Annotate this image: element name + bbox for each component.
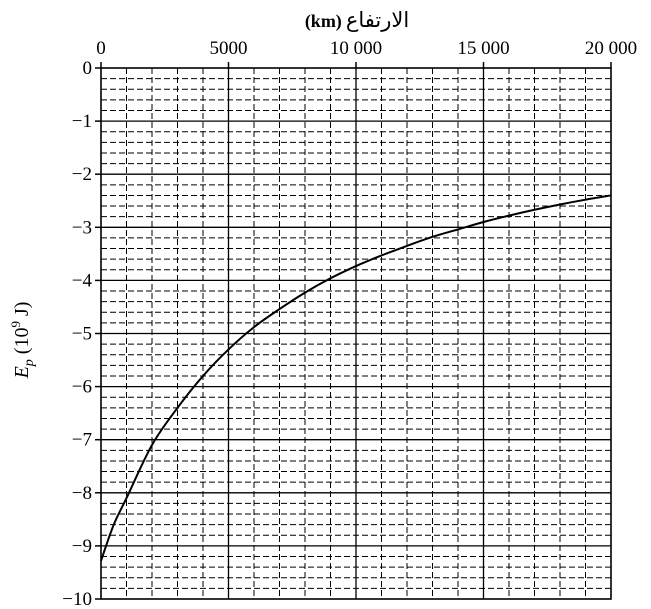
y-axis-subscript: p xyxy=(22,359,37,367)
x-tick-label: 10 000 xyxy=(330,38,382,59)
y-tick-label: −5 xyxy=(72,324,92,345)
y-axis-label: Ep (109 J) xyxy=(8,302,37,380)
x-axis-unit: (km) xyxy=(305,11,342,32)
y-tick-label: −9 xyxy=(72,536,92,557)
y-axis-unit-pre: (10 xyxy=(11,328,33,360)
y-tick-label: −8 xyxy=(72,483,92,504)
y-tick-label: −7 xyxy=(72,430,92,451)
y-tick-label: −1 xyxy=(72,111,92,132)
y-tick-label: −4 xyxy=(72,270,93,291)
x-tick-label: 5000 xyxy=(210,38,248,59)
y-axis-ticks: 0 −1 −2 −3 −4 −5 −6 −7 −8 −9 −10 xyxy=(62,58,101,609)
energy-curve xyxy=(100,194,612,562)
y-axis-unit-exponent: 9 xyxy=(8,321,23,328)
y-tick-label: −10 xyxy=(62,589,92,609)
grid xyxy=(101,68,611,599)
x-tick-label: 15 000 xyxy=(457,38,509,59)
y-tick-label: −2 xyxy=(72,164,92,185)
y-axis-symbol: E xyxy=(11,366,33,379)
y-axis-unit-post: J) xyxy=(11,302,33,321)
x-axis-title: الارتفاع xyxy=(346,8,409,32)
x-tick-label: 0 xyxy=(96,38,106,59)
x-tick-label: 20 000 xyxy=(585,38,637,59)
y-tick-label: −3 xyxy=(72,217,92,238)
x-axis-ticks: 0 5000 10 000 15 000 20 000 xyxy=(96,38,637,68)
x-axis-label: (km) الارتفاع xyxy=(305,8,409,32)
y-tick-label: −6 xyxy=(72,377,92,398)
y-tick-label: 0 xyxy=(83,58,93,79)
